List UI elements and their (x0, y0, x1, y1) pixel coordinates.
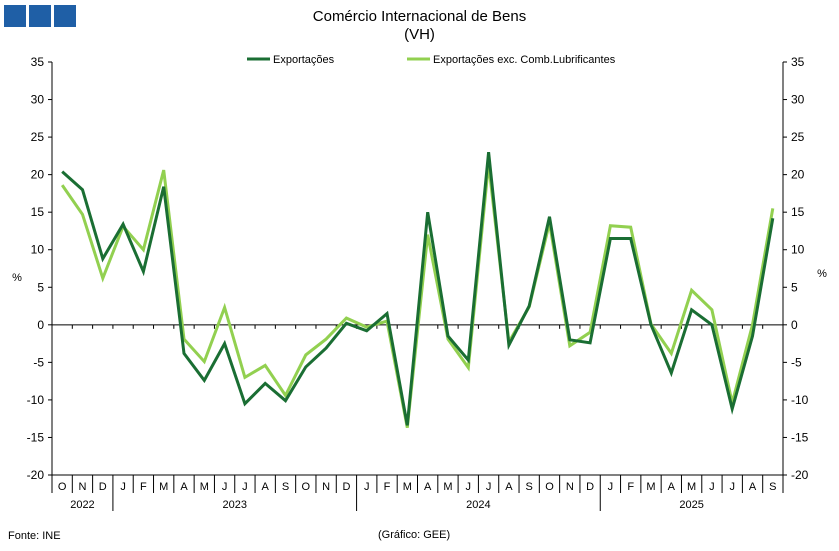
y-tick-label-right: -15 (791, 430, 809, 444)
x-tick-label: S (526, 481, 533, 493)
logo-square-3 (54, 5, 76, 27)
x-tick-label: D (586, 481, 594, 493)
x-tick-label: M (159, 481, 168, 493)
y-tick-label-right: 10 (791, 243, 805, 257)
y-tick-label-right: 5 (791, 280, 798, 294)
y-tick-label-right: -5 (791, 355, 802, 369)
logo-square-2 (29, 5, 51, 27)
y-axis-label-left: % (12, 272, 22, 284)
y-tick-label-left: 25 (31, 130, 45, 144)
credit-note: (Gráfico: GEE) (378, 529, 451, 541)
y-tick-label-left: -10 (27, 393, 45, 407)
series-line-0 (61, 151, 775, 426)
x-tick-label: D (99, 481, 107, 493)
x-tick-label: J (486, 481, 492, 493)
x-tick-label: J (608, 481, 614, 493)
x-tick-label: S (282, 481, 289, 493)
year-label: 2024 (466, 499, 490, 511)
x-tick-label: O (58, 481, 67, 493)
y-tick-label-right: 25 (791, 130, 805, 144)
x-tick-label: N (78, 481, 86, 493)
x-tick-label: M (687, 481, 696, 493)
x-tick-label: J (364, 481, 370, 493)
x-tick-label: O (545, 481, 554, 493)
chart-title: Comércio Internacional de Bens (312, 8, 527, 25)
y-tick-label-right: -10 (791, 393, 809, 407)
year-label: 2022 (70, 499, 94, 511)
x-tick-label: J (242, 481, 248, 493)
logo-square-1 (4, 5, 26, 27)
y-tick-label-left: 15 (31, 205, 45, 219)
chart-subtitle: (VH) (404, 26, 435, 43)
y-tick-label-left: 35 (31, 55, 45, 69)
x-tick-label: J (729, 481, 735, 493)
y-tick-label-left: 0 (37, 318, 44, 332)
x-tick-label: A (668, 481, 676, 493)
x-tick-label: S (769, 481, 776, 493)
y-tick-label-left: -20 (27, 468, 45, 482)
x-tick-label: M (200, 481, 209, 493)
x-tick-label: A (505, 481, 513, 493)
x-tick-label: M (443, 481, 452, 493)
y-axis-label-right: % (817, 268, 827, 280)
x-tick-label: D (342, 481, 350, 493)
x-tick-label: J (709, 481, 715, 493)
series-line-1 (60, 163, 775, 428)
year-label: 2023 (223, 499, 247, 511)
x-tick-label: J (466, 481, 472, 493)
y-tick-label-right: 0 (791, 318, 798, 332)
y-tick-label-right: 20 (791, 168, 805, 182)
x-tick-label: N (322, 481, 330, 493)
x-tick-label: J (222, 481, 228, 493)
year-label: 2025 (679, 499, 703, 511)
x-tick-label: F (627, 481, 634, 493)
legend-label-1: Exportações exc. Comb.Lubrificantes (433, 54, 616, 66)
x-tick-label: A (262, 481, 270, 493)
x-tick-label: N (566, 481, 574, 493)
x-tick-label: F (140, 481, 147, 493)
x-tick-label: M (403, 481, 412, 493)
y-tick-label-left: -15 (27, 430, 45, 444)
y-tick-label-right: 35 (791, 55, 805, 69)
x-tick-label: O (302, 481, 311, 493)
y-tick-label-left: 30 (31, 93, 45, 107)
legend-label-0: Exportações (273, 54, 335, 66)
x-tick-label: F (384, 481, 391, 493)
x-tick-label: M (646, 481, 655, 493)
x-tick-label: J (120, 481, 126, 493)
x-tick-label: A (180, 481, 188, 493)
source-note: Fonte: INE (8, 530, 61, 542)
y-tick-label-left: 10 (31, 243, 45, 257)
x-tick-label: A (424, 481, 432, 493)
x-tick-label: A (749, 481, 757, 493)
y-tick-label-right: 15 (791, 205, 805, 219)
y-tick-label-right: -20 (791, 468, 809, 482)
y-tick-label-left: -5 (33, 355, 44, 369)
y-tick-label-right: 30 (791, 93, 805, 107)
y-tick-label-left: 20 (31, 168, 45, 182)
y-tick-label-left: 5 (37, 280, 44, 294)
